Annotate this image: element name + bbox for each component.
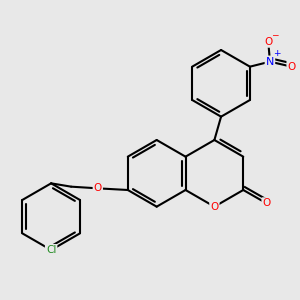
Text: O: O	[262, 198, 271, 208]
Text: N: N	[266, 57, 274, 67]
Text: Cl: Cl	[46, 245, 56, 255]
Text: O: O	[210, 202, 218, 212]
Text: O: O	[287, 62, 296, 72]
Text: −: −	[271, 30, 279, 39]
Text: +: +	[274, 49, 281, 58]
Text: O: O	[264, 37, 272, 47]
Text: O: O	[94, 183, 102, 193]
